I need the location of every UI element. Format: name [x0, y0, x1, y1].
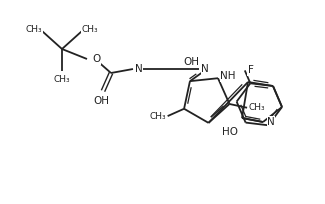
Text: OH: OH	[183, 57, 199, 67]
Text: OH: OH	[93, 96, 109, 106]
Text: O: O	[92, 54, 100, 64]
Text: CH₃: CH₃	[26, 24, 42, 33]
Text: N: N	[201, 64, 209, 74]
Text: N: N	[267, 117, 275, 127]
Text: CH₃: CH₃	[54, 74, 70, 83]
Text: CH₃: CH₃	[149, 112, 166, 121]
Text: HO: HO	[222, 127, 238, 137]
Text: N: N	[135, 64, 143, 74]
Text: F: F	[248, 65, 254, 75]
Text: NH: NH	[220, 71, 236, 81]
Text: CH₃: CH₃	[249, 103, 266, 112]
Text: CH₃: CH₃	[82, 24, 98, 33]
